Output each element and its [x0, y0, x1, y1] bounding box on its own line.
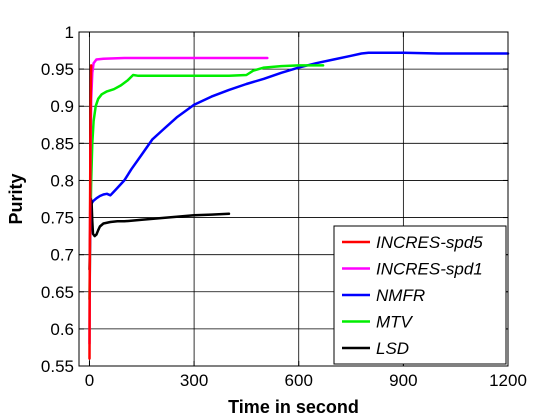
y-tick-label: 0.9 — [50, 97, 74, 116]
series-line-nmfr — [88, 51, 510, 216]
legend-entry-label: INCRES-spd5 — [376, 233, 483, 252]
x-tick-label: 300 — [180, 371, 208, 390]
y-tick-label: 0.65 — [41, 283, 74, 302]
legend: INCRES-spd5 INCRES-spd1 NMFR MTV LSD — [333, 225, 507, 365]
x-tick-label: 0 — [85, 371, 94, 390]
x-tick-label: 600 — [285, 371, 313, 390]
series-line-lsd — [88, 197, 231, 271]
y-tick-label: 0.55 — [41, 357, 74, 376]
y-axis-label: Purity — [6, 173, 26, 224]
x-axis-label: Time in second — [228, 397, 359, 417]
axis-labels: Time in second Purity — [6, 173, 359, 417]
legend-entry-label: LSD — [376, 339, 409, 358]
axis-ticks: 0 300 600 900 1200 0.55 0.6 0.65 0.7 0.75 0.8 0.85 0… — [41, 23, 527, 390]
y-tick-label: 0.7 — [50, 246, 74, 265]
legend-entry-label: INCRES-spd1 — [376, 260, 483, 279]
x-tick-label: 1200 — [489, 371, 527, 390]
legend-entry-label: NMFR — [376, 286, 425, 305]
y-tick-label: 0.8 — [50, 171, 74, 190]
series-lines — [88, 51, 510, 360]
series-line-incres-spd5 — [88, 64, 93, 360]
y-tick-label: 0.85 — [41, 134, 74, 153]
plot-frame — [78, 31, 509, 367]
y-tick-label: 1 — [65, 23, 74, 42]
x-tick-label: 900 — [389, 371, 417, 390]
legend-entry-label: MTV — [376, 313, 414, 332]
grid — [79, 32, 508, 366]
y-tick-label: 0.95 — [41, 60, 74, 79]
series-line-mtv — [88, 64, 325, 301]
y-tick-label: 0.75 — [41, 209, 74, 228]
y-tick-label: 0.6 — [50, 320, 74, 339]
